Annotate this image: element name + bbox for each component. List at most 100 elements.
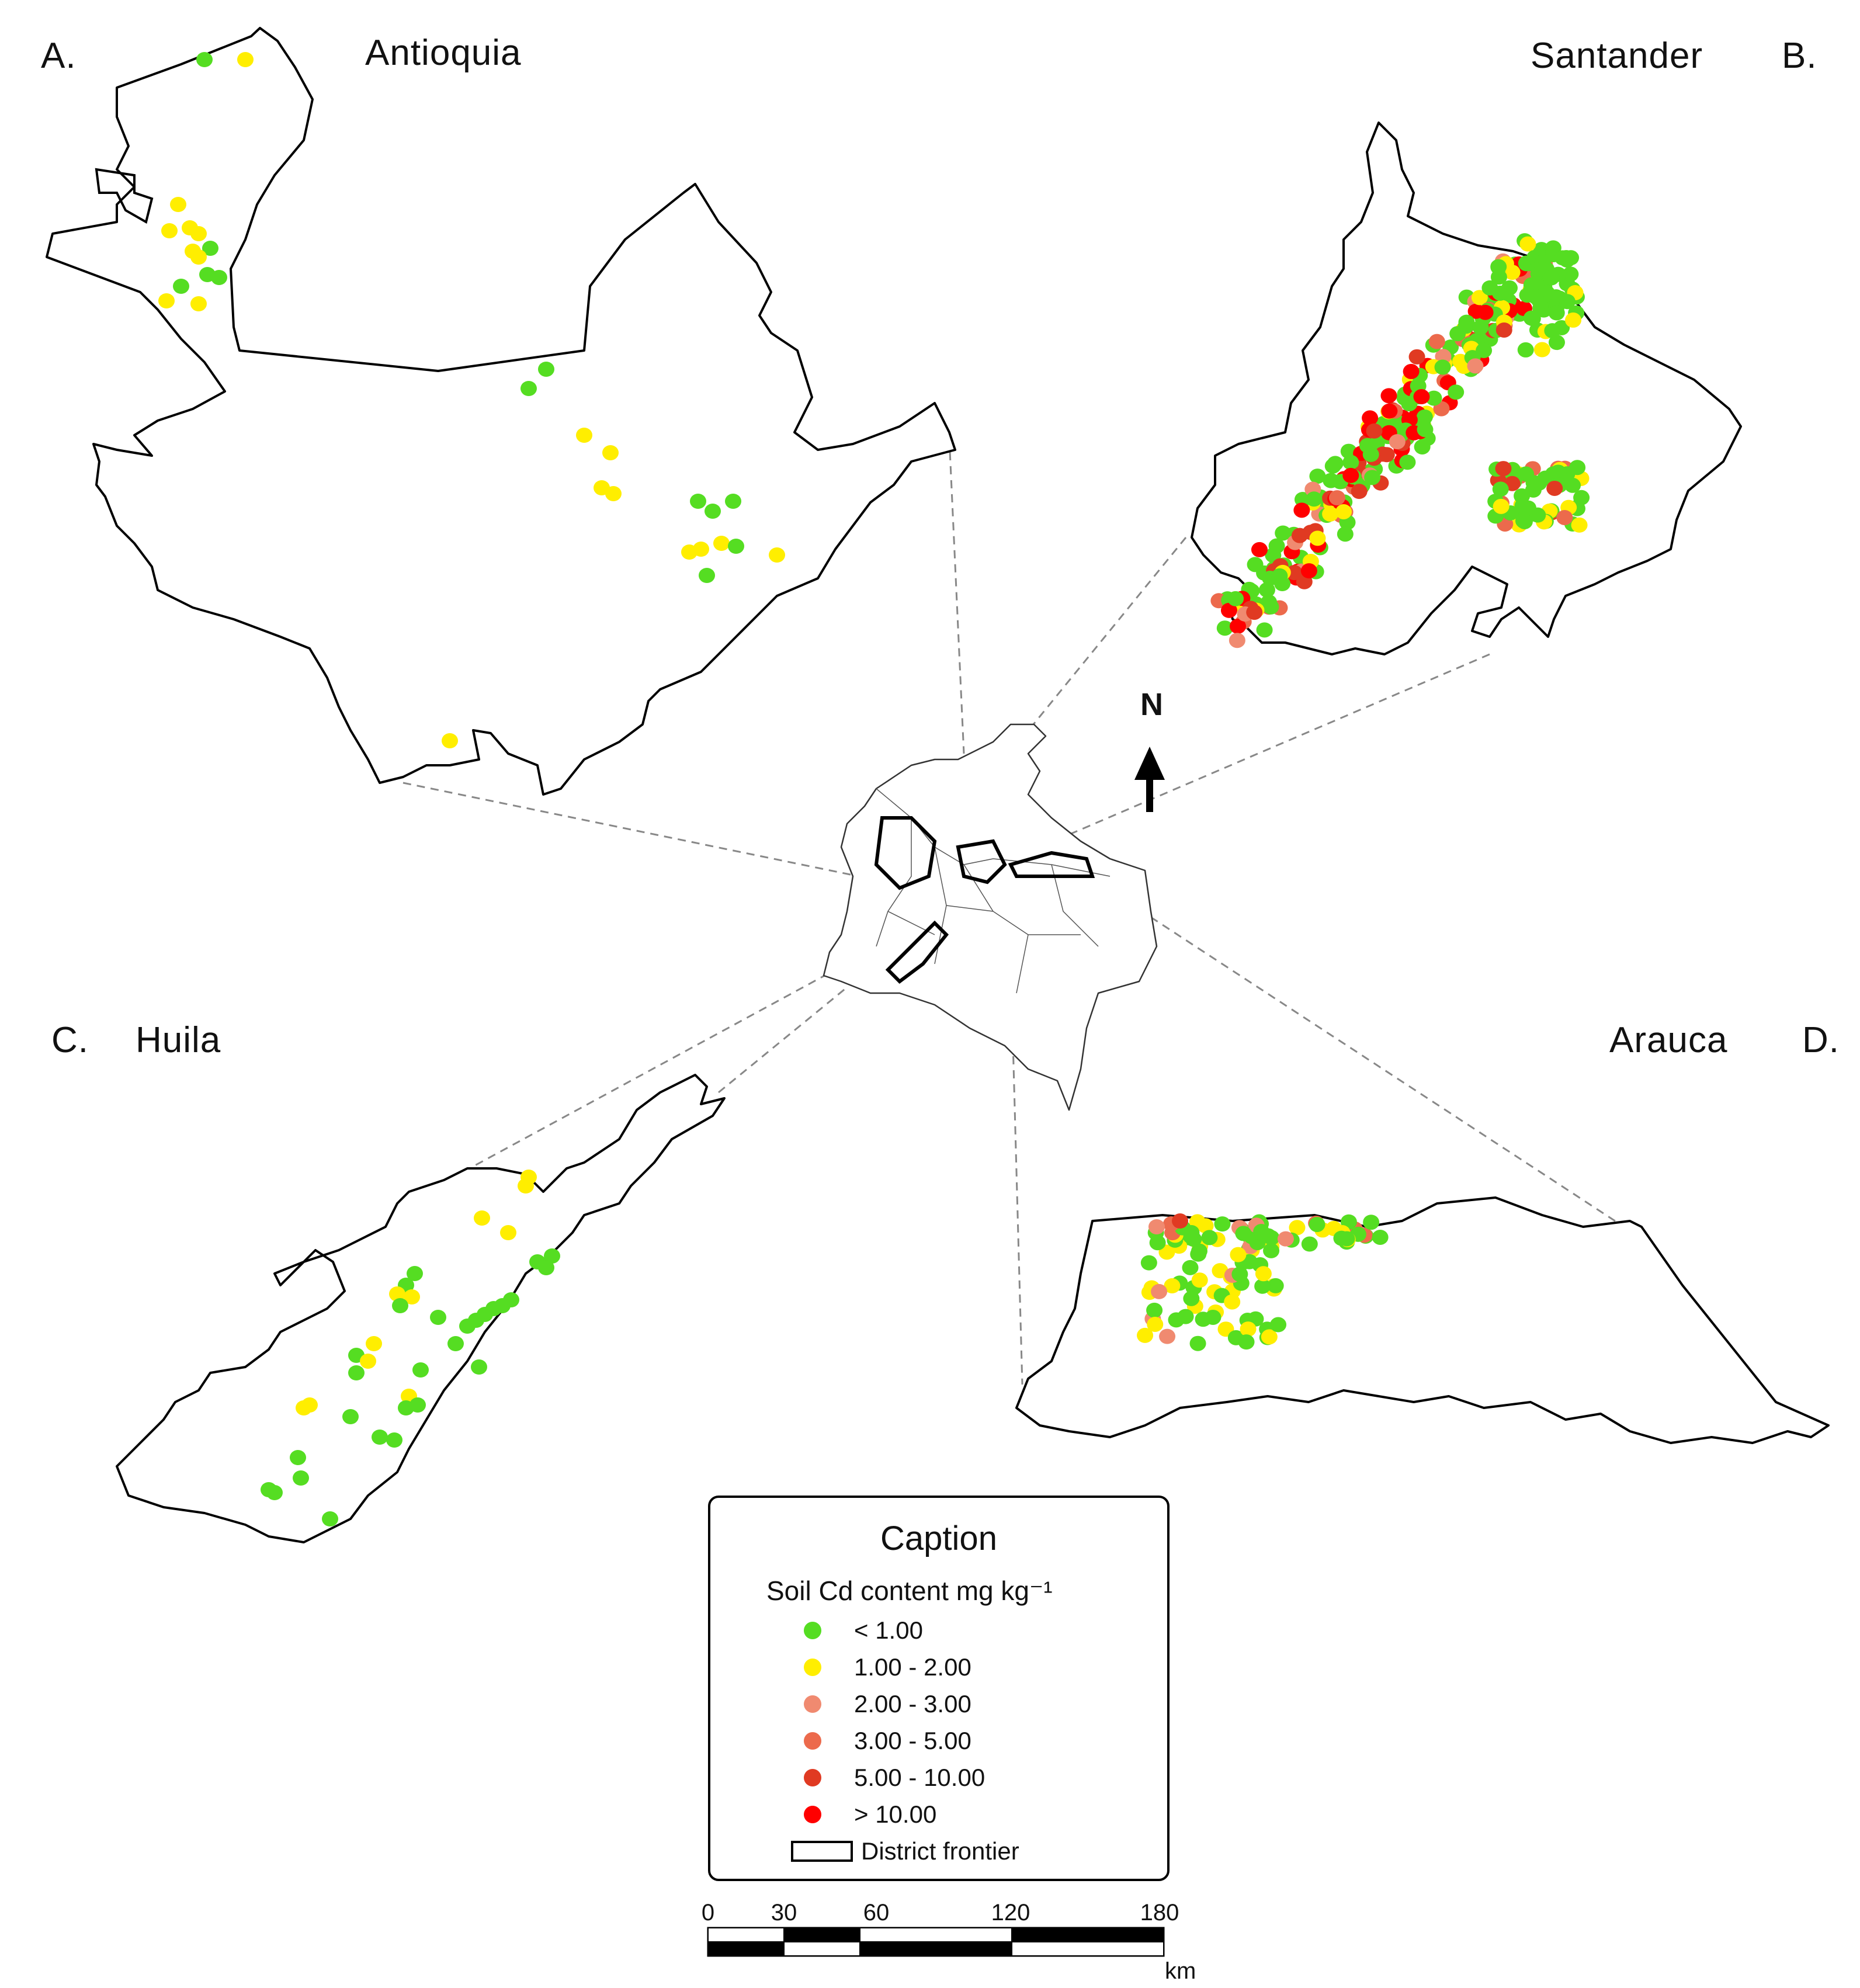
legend-row-2-3: 2.00 - 3.00 (804, 1687, 971, 1721)
sample-point (211, 270, 227, 285)
panel-letter-d: D. (1802, 1020, 1840, 1060)
sample-point (1286, 565, 1303, 581)
sample-point (538, 362, 554, 377)
sample-point (459, 1319, 476, 1334)
sample-point (1230, 1247, 1247, 1262)
sample-point (544, 1248, 560, 1264)
sample-point (1548, 305, 1565, 321)
sample-point (705, 504, 721, 519)
sample-point (1518, 466, 1535, 482)
legend-row-lt1: < 1.00 (804, 1614, 923, 1647)
sample-point (1544, 323, 1561, 339)
sample-point (1351, 484, 1368, 499)
green-dot-icon (804, 1622, 821, 1639)
legend-label-5-10: 5.00 - 10.00 (854, 1764, 985, 1791)
sample-point (342, 1409, 359, 1424)
sample-point (237, 52, 254, 67)
legend-row-1-2: 1.00 - 2.00 (804, 1650, 971, 1684)
north-label: N (1140, 687, 1163, 722)
scale-tick-60: 60 (863, 1900, 890, 1925)
sample-point (1335, 504, 1352, 519)
huila-map (116, 1074, 726, 1543)
sample-point (1140, 1255, 1157, 1271)
sample-point (1262, 599, 1279, 615)
sample-point (1337, 526, 1354, 542)
sample-point (1212, 1263, 1229, 1279)
sample-point (1472, 320, 1489, 335)
sample-point (1267, 1278, 1284, 1293)
sample-point (1216, 620, 1233, 636)
sample-point (1177, 1309, 1194, 1324)
sample-point (538, 1260, 554, 1275)
sample-point (196, 52, 213, 67)
scale-seg-3 (783, 1941, 860, 1956)
sample-point (173, 279, 189, 294)
sample-point (161, 223, 178, 238)
sample-point (1172, 1213, 1188, 1229)
sample-point (1399, 455, 1416, 470)
sample-point (1235, 1226, 1252, 1241)
sample-point (1246, 605, 1263, 620)
sample-point (1191, 1272, 1208, 1288)
salmon-dot-icon (804, 1695, 821, 1713)
sample-point (1231, 1267, 1248, 1282)
sample-point (1229, 619, 1246, 634)
soil-sample-points (158, 52, 1590, 1526)
sample-point (1550, 464, 1567, 480)
sample-point (266, 1485, 283, 1500)
sample-point (407, 1266, 423, 1281)
sample-point (389, 1286, 405, 1302)
urabia-gulf-coast (95, 168, 154, 224)
sample-point (392, 1298, 408, 1313)
sample-point (605, 486, 622, 501)
sample-point (366, 1336, 382, 1351)
sample-point (360, 1354, 376, 1369)
sample-point (1201, 1230, 1218, 1245)
sample-point (1364, 470, 1381, 485)
north-arrow-icon (1134, 747, 1165, 812)
sample-point (190, 249, 207, 265)
sample-point (1251, 542, 1268, 557)
sample-point (1309, 530, 1326, 546)
sample-point (474, 1210, 490, 1226)
sample-point (1492, 481, 1509, 497)
legend-row-3-5: 3.00 - 5.00 (804, 1724, 971, 1758)
sample-point (1490, 259, 1507, 275)
antioquia-frontier (46, 27, 956, 796)
sample-point (412, 1362, 429, 1378)
legend-label-3-5: 3.00 - 5.00 (854, 1727, 971, 1754)
sample-point (500, 1225, 516, 1240)
sample-point (1556, 509, 1573, 525)
scale-bar (707, 1927, 1165, 1957)
sample-point (1523, 310, 1540, 326)
sample-point (1569, 460, 1586, 476)
legend-label-lt1: < 1.00 (854, 1616, 923, 1644)
sample-point (1380, 388, 1397, 404)
sample-point (1258, 582, 1275, 598)
sample-point (404, 1289, 420, 1304)
sample-point (372, 1430, 388, 1445)
panel-letter-a: A. (41, 36, 77, 76)
sample-point (1205, 1309, 1222, 1325)
sample-point (1471, 290, 1488, 306)
sample-point (1159, 1328, 1176, 1344)
sample-point (1148, 1219, 1165, 1234)
legend-title: Caption (880, 1519, 997, 1557)
panel-letter-b: B. (1782, 36, 1817, 76)
red-dot-icon (804, 1806, 821, 1823)
antioquia-highlight (874, 816, 937, 890)
scale-tick-30: 30 (771, 1900, 797, 1925)
sample-point (1546, 480, 1563, 496)
sample-point (1271, 568, 1288, 584)
sample-point (1363, 1215, 1380, 1230)
sample-point (1554, 250, 1571, 266)
sample-point (1342, 455, 1359, 470)
sample-point (1342, 467, 1359, 483)
sample-point (190, 296, 207, 311)
arauca-highlight (1008, 851, 1095, 878)
sample-point (1403, 363, 1420, 379)
sample-point (1519, 236, 1536, 252)
sample-point (1517, 342, 1534, 358)
sample-point (1362, 410, 1379, 426)
